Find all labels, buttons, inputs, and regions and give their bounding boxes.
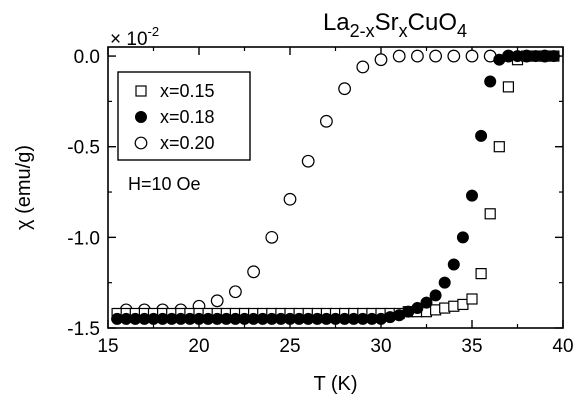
x-axis-label: T (K) — [313, 373, 357, 395]
x-tick-label: 40 — [552, 336, 573, 357]
data-point — [448, 50, 460, 62]
data-point — [375, 54, 387, 66]
x-tick-label: 25 — [279, 336, 300, 357]
data-point — [476, 130, 487, 141]
data-point — [503, 82, 513, 92]
x-tick-label: 15 — [97, 336, 118, 357]
data-point — [467, 294, 477, 304]
data-point — [302, 155, 314, 167]
data-point — [248, 266, 260, 278]
data-point — [548, 51, 559, 62]
data-point — [339, 83, 351, 95]
y-axis-label: χ (emu/g) — [13, 145, 35, 230]
chart-title-part: La — [323, 9, 350, 36]
data-point — [466, 50, 478, 62]
data-point — [439, 277, 450, 288]
y-multiplier-group: × 10-2 — [110, 24, 159, 50]
chart-title-part: x — [399, 21, 408, 41]
x-tick-label: 20 — [188, 336, 209, 357]
data-point — [211, 295, 223, 307]
chart-title: La2-xSrxCuO4 — [323, 9, 467, 41]
data-point — [494, 142, 504, 152]
data-point — [476, 269, 486, 279]
data-point — [321, 116, 333, 128]
y-multiplier-label: × 10-2 — [110, 24, 159, 50]
legend-label: x=0.18 — [160, 107, 215, 127]
legend-label: x=0.20 — [160, 133, 215, 153]
data-point — [467, 190, 478, 201]
data-point — [430, 50, 442, 62]
data-point — [421, 297, 432, 308]
data-point — [284, 193, 296, 205]
data-point — [431, 305, 441, 315]
field-annotation: H=10 Oe — [128, 174, 201, 194]
x-tick-label: 30 — [370, 336, 391, 357]
chart-title-group: La2-xSrxCuO4 — [323, 9, 467, 41]
data-point — [266, 232, 278, 244]
y-tick-labels: 0.0 -0.5 -1.0 -1.5 — [67, 47, 100, 340]
data-point — [485, 209, 495, 219]
data-point — [458, 299, 468, 309]
legend-label: x=0.15 — [160, 81, 215, 101]
data-point — [412, 50, 424, 62]
chart-title-part: 4 — [457, 21, 467, 41]
data-point — [393, 50, 405, 62]
legend-marker — [136, 112, 147, 123]
data-point — [449, 301, 459, 311]
data-point — [230, 286, 242, 298]
y-multiplier-exponent: -2 — [148, 24, 160, 39]
legend-marker — [135, 137, 147, 149]
y-tick-label: -1.5 — [67, 319, 100, 340]
x-tick-labels: 15 20 25 30 35 40 — [97, 336, 573, 357]
y-tick-label: -1.0 — [67, 228, 100, 249]
y-tick-label: -0.5 — [67, 138, 100, 159]
legend: x=0.15 x=0.18 x=0.20 — [118, 72, 250, 160]
chart-title-part: CuO — [408, 9, 457, 36]
data-point — [485, 76, 496, 87]
chart-title-part: 2-x — [350, 21, 375, 41]
y-tick-label: 0.0 — [74, 47, 100, 68]
x-tick-label: 35 — [461, 336, 482, 357]
data-point — [430, 290, 441, 301]
data-point — [457, 232, 468, 243]
data-point — [357, 61, 369, 73]
legend-marker — [136, 86, 146, 96]
chart-title-part: Sr — [375, 9, 399, 36]
data-point — [448, 259, 459, 270]
